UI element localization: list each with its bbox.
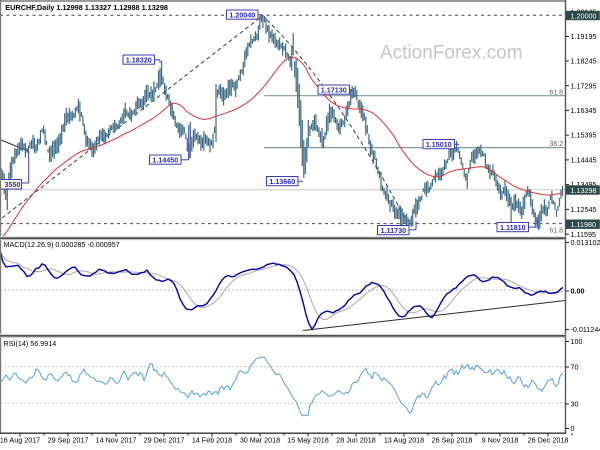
svg-text:70: 70 (571, 363, 579, 372)
svg-text:13 Aug 2018: 13 Aug 2018 (384, 436, 424, 445)
svg-text:9 Nov 2018: 9 Nov 2018 (482, 436, 519, 445)
svg-text:26 Dec 2018: 26 Dec 2018 (528, 436, 569, 445)
svg-text:1.17130: 1.17130 (321, 86, 347, 95)
svg-text:EURCHF,Daily 1.12998 1.13327: EURCHF,Daily 1.12998 1.13327 1.12988 1.1… (5, 3, 168, 12)
svg-text:1.18245: 1.18245 (571, 57, 597, 66)
svg-text:0: 0 (571, 424, 575, 433)
svg-text:30: 30 (571, 400, 579, 409)
svg-text:1.18320: 1.18320 (126, 56, 152, 65)
svg-text:29 Sep 2017: 29 Sep 2017 (48, 436, 89, 445)
svg-text:1.19195: 1.19195 (571, 32, 597, 41)
svg-text:100: 100 (571, 337, 583, 346)
svg-text:26 Sep 2018: 26 Sep 2018 (432, 436, 473, 445)
svg-text:1.13495: 1.13495 (571, 180, 597, 189)
svg-text:1.14450: 1.14450 (152, 156, 178, 165)
svg-text:15 May 2018: 15 May 2018 (287, 436, 329, 445)
svg-text:1.20000: 1.20000 (571, 11, 597, 20)
svg-text:30 Mar 2018: 30 Mar 2018 (240, 436, 280, 445)
svg-text:1.15010: 1.15010 (426, 140, 452, 149)
svg-text:MACD(12.26.9) 0.000285 -0.0009: MACD(12.26.9) 0.000285 -0.000957 (4, 240, 120, 249)
svg-text:28 Jun 2018: 28 Jun 2018 (336, 436, 376, 445)
svg-text:1.11980: 1.11980 (571, 220, 596, 229)
svg-text:1.11595: 1.11595 (571, 230, 596, 239)
svg-text:16 Aug 2017: 16 Aug 2017 (0, 436, 40, 445)
svg-text:1.16345: 1.16345 (571, 106, 597, 115)
svg-text:1.13298: 1.13298 (571, 186, 597, 195)
svg-text:-0.011244: -0.011244 (571, 325, 600, 334)
svg-text:1.13660: 1.13660 (269, 177, 295, 186)
svg-text:38.2: 38.2 (549, 141, 563, 148)
svg-text:0.00: 0.00 (571, 287, 585, 296)
svg-text:1.20040: 1.20040 (229, 11, 255, 20)
svg-text:14 Feb 2018: 14 Feb 2018 (192, 436, 232, 445)
svg-text:1.15395: 1.15395 (571, 131, 597, 140)
svg-text:3550: 3550 (5, 180, 21, 189)
svg-text:1.12545: 1.12545 (571, 205, 597, 214)
svg-text:1.17295: 1.17295 (571, 81, 597, 90)
svg-text:0.013102: 0.013102 (571, 238, 600, 247)
svg-text:14 Nov 2017: 14 Nov 2017 (96, 436, 137, 445)
svg-text:61.8: 61.8 (549, 228, 563, 235)
svg-text:1.14445: 1.14445 (571, 156, 597, 165)
svg-text:ActionForex.com: ActionForex.com (380, 43, 523, 64)
svg-text:61.8: 61.8 (549, 89, 563, 96)
svg-text:1.11730: 1.11730 (381, 226, 407, 235)
svg-text:1.11810: 1.11810 (500, 223, 526, 232)
svg-text:29 Dec 2017: 29 Dec 2017 (144, 436, 185, 445)
svg-text:RSI(14) 56.9914: RSI(14) 56.9914 (4, 339, 57, 348)
